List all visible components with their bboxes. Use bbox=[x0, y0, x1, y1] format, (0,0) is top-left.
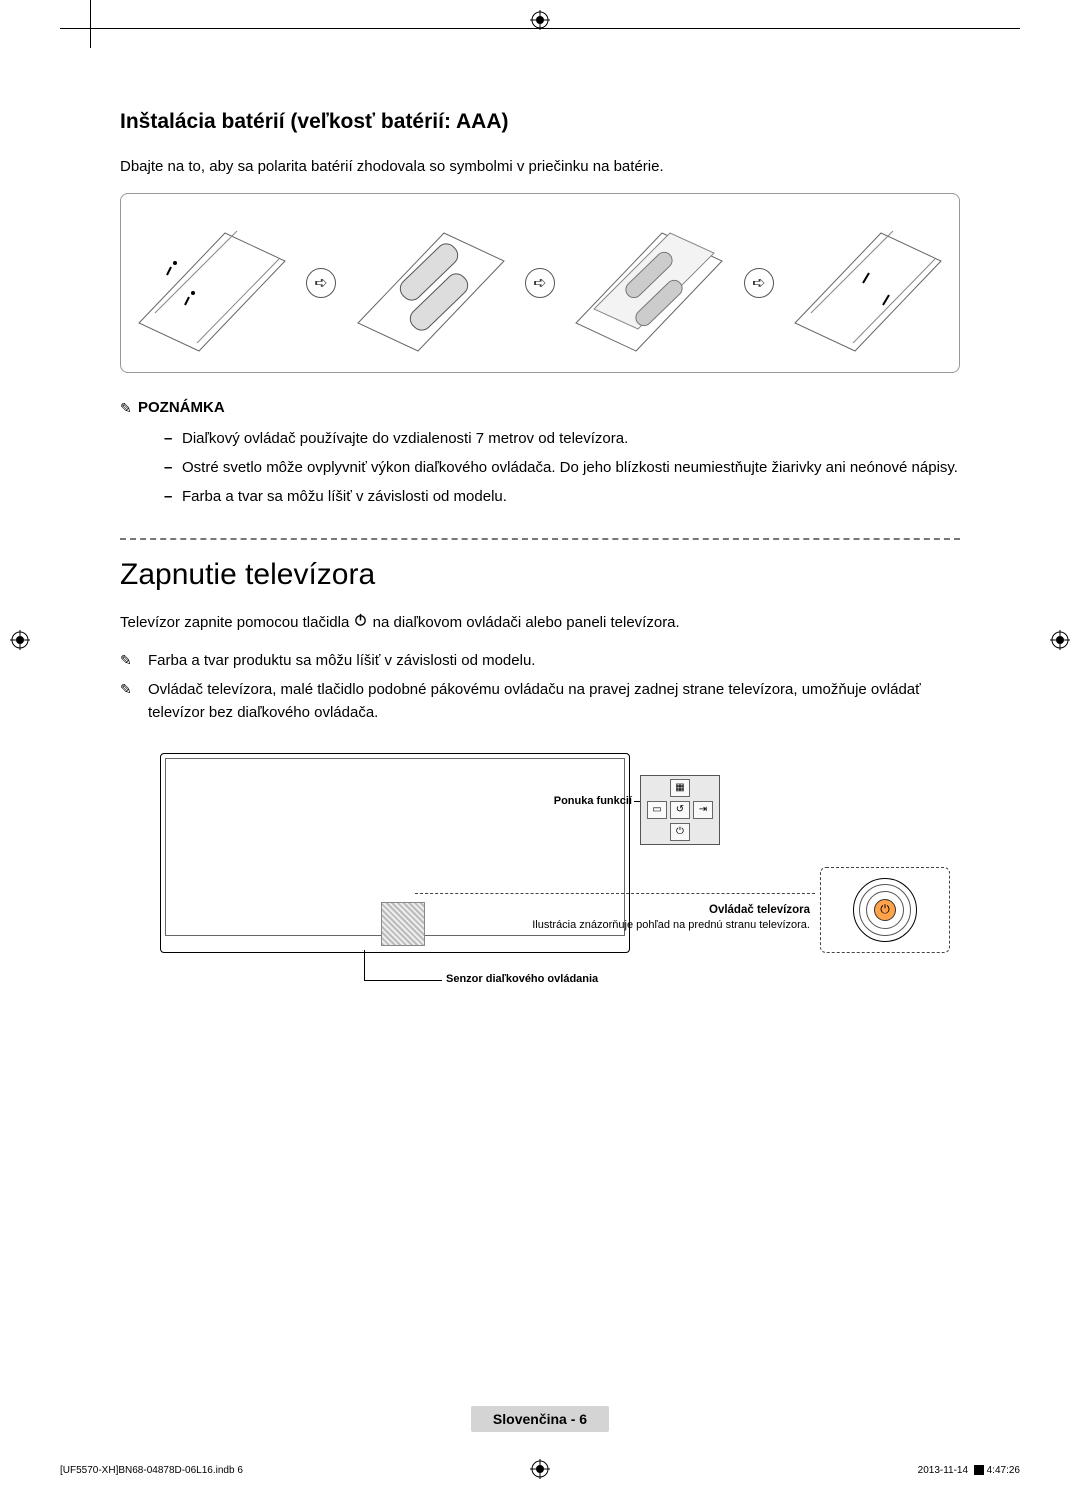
hand-icon: ✎ bbox=[120, 678, 138, 701]
arrow-icon: ➪ bbox=[744, 268, 774, 298]
note-row: ✎ POZNÁMKA bbox=[120, 399, 960, 417]
registration-mark-right bbox=[1050, 630, 1070, 655]
arrow-icon: ➪ bbox=[306, 268, 336, 298]
page-footer: Slovenčina - 6 bbox=[0, 1406, 1080, 1432]
section-divider bbox=[120, 538, 960, 540]
tv-figure: Ponuka funkcií ▦ ▭ ↺ ⇥ ⏻ Ovládač televíz… bbox=[120, 745, 960, 1005]
remote-sensor-region bbox=[381, 902, 425, 946]
print-time: 4:47:26 bbox=[987, 1465, 1020, 1476]
intro-pre: Televízor zapnite pomocou tlačidla bbox=[120, 614, 353, 631]
registration-mark-bottom bbox=[530, 1459, 550, 1484]
controller-title: Ovládač televízora bbox=[505, 903, 810, 919]
print-date: 2013-11-14 bbox=[918, 1465, 968, 1476]
sensor-label: Senzor diaľkového ovládania bbox=[446, 973, 598, 985]
arrow-icon: ➪ bbox=[525, 268, 555, 298]
battery-step-1 bbox=[137, 213, 287, 353]
menu-btn-icon: ▦ bbox=[670, 779, 690, 797]
registration-mark-top bbox=[530, 10, 550, 35]
controller-leader-line bbox=[415, 893, 815, 894]
tv-controller-detail: ⏻ bbox=[820, 867, 950, 953]
sensor-leader-line-h bbox=[364, 980, 442, 981]
menu-btn-icon: ▭ bbox=[647, 801, 667, 819]
registration-mark-left bbox=[10, 630, 30, 655]
print-meta-right: 2013-11-14 4:47:26 bbox=[918, 1465, 1020, 1476]
print-meta-left: [UF5570-XH]BN68-04878D-06L16.indb 6 bbox=[60, 1465, 243, 1476]
function-menu-panel: ▦ ▭ ↺ ⇥ ⏻ bbox=[640, 775, 720, 845]
section2-heading: Zapnutie televízora bbox=[120, 558, 960, 592]
hand-note-text: Farba a tvar produktu sa môžu líšiť v zá… bbox=[148, 649, 535, 672]
crop-line-top-left bbox=[90, 0, 91, 48]
hand-icon: ✎ bbox=[120, 649, 138, 672]
section1-intro: Dbajte na to, aby sa polarita batérií zh… bbox=[120, 156, 960, 179]
controller-subtitle: Ilustrácia znázorňuje pohľad na prednú s… bbox=[532, 919, 810, 931]
list-item: Diaľkový ovládač používajte do vzdialeno… bbox=[164, 427, 960, 450]
menu-btn-power-icon: ⏻ bbox=[670, 823, 690, 841]
note-label: POZNÁMKA bbox=[138, 399, 225, 416]
print-meta-icon bbox=[974, 1465, 984, 1475]
list-item: Ostré svetlo môže ovplyvniť výkon diaľko… bbox=[164, 456, 960, 479]
power-icon bbox=[353, 612, 368, 635]
sensor-leader-line-v bbox=[364, 950, 365, 980]
menu-btn-icon: ⇥ bbox=[693, 801, 713, 819]
note-bullet-list: Diaľkový ovládač používajte do vzdialeno… bbox=[120, 427, 960, 509]
intro-post: na diaľkovom ovládači alebo paneli telev… bbox=[368, 614, 679, 631]
joystick-icon: ⏻ bbox=[853, 878, 917, 942]
joystick-power-icon: ⏻ bbox=[874, 899, 896, 921]
hand-note-2: ✎ Ovládač televízora, malé tlačidlo podo… bbox=[120, 678, 960, 725]
hand-note-1: ✎ Farba a tvar produktu sa môžu líšiť v … bbox=[120, 649, 960, 672]
menu-btn-icon: ↺ bbox=[670, 801, 690, 819]
list-item: Farba a tvar sa môžu líšiť v závislosti … bbox=[164, 485, 960, 508]
battery-illustration-box: ➪ ➪ ➪ bbox=[120, 193, 960, 373]
battery-step-2 bbox=[356, 213, 506, 353]
controller-label-block: Ovládač televízora Ilustrácia znázorňuje… bbox=[505, 903, 810, 933]
page-content: Inštalácia batérií (veľkosť batérií: AAA… bbox=[120, 110, 960, 1005]
section2-intro: Televízor zapnite pomocou tlačidla na di… bbox=[120, 612, 960, 635]
battery-step-3 bbox=[574, 213, 724, 353]
battery-step-4 bbox=[793, 213, 943, 353]
footer-badge: Slovenčina - 6 bbox=[471, 1406, 609, 1432]
hand-icon: ✎ bbox=[120, 399, 138, 417]
section1-heading: Inštalácia batérií (veľkosť batérií: AAA… bbox=[120, 110, 960, 134]
hand-note-text: Ovládač televízora, malé tlačidlo podobn… bbox=[148, 678, 960, 725]
menu-label: Ponuka funkcií bbox=[520, 795, 632, 807]
